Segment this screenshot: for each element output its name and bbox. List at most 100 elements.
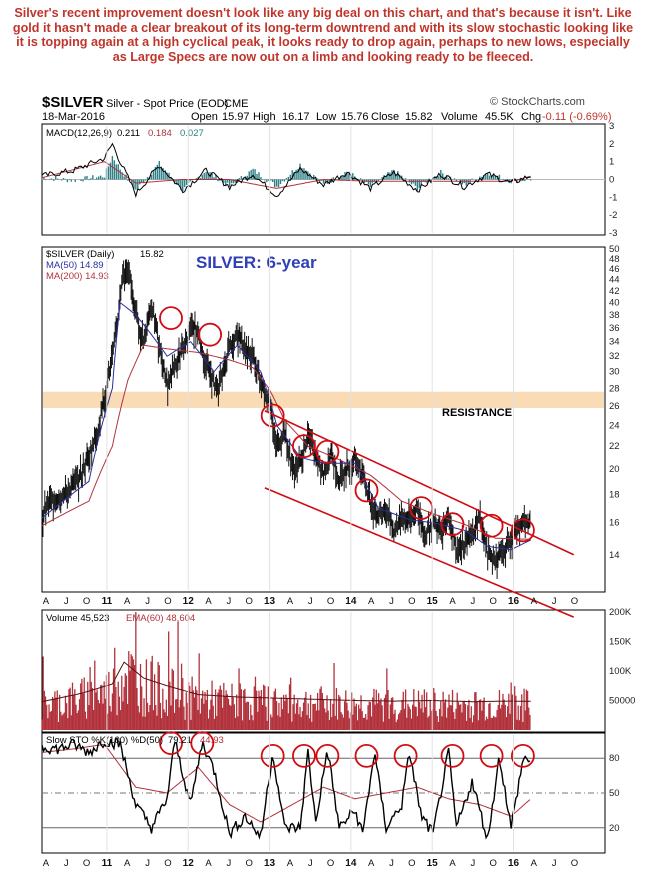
peak-circle <box>198 322 223 347</box>
volume-value: 45.5K <box>485 111 514 123</box>
ma50-line <box>41 301 531 551</box>
peak-circle <box>260 403 285 428</box>
price-tick-label: 46 <box>609 264 620 275</box>
stochastic-panel <box>41 732 606 854</box>
x-axis-label: O <box>489 858 496 869</box>
sto-tick-label: 20 <box>609 823 620 834</box>
ma50-legend: MA(50) 14.89 <box>46 260 104 271</box>
x-axis-label: O <box>164 596 171 607</box>
x-axis-label: 16 <box>508 858 520 869</box>
low-value: 15.76 <box>341 111 369 123</box>
sto-peak-circle <box>190 731 215 756</box>
price-legend-last: 15.82 <box>140 249 164 260</box>
macd-tick-label: 1 <box>609 157 614 168</box>
x-axis-label: O <box>408 596 415 607</box>
sto-k-line <box>41 737 531 840</box>
x-axis-label: O <box>164 858 171 869</box>
close-value: 15.82 <box>405 111 433 123</box>
volume-ema-line <box>41 661 531 703</box>
volume-tick-label: 200K <box>609 607 632 618</box>
macd-tick-label: -2 <box>609 210 617 221</box>
macd-tick-label: 2 <box>609 139 614 150</box>
x-axis-label: A <box>205 858 212 869</box>
x-axis-label: O <box>571 596 578 607</box>
sto-peak-circle <box>260 743 285 768</box>
x-axis-label: 11 <box>102 858 113 869</box>
price-tick-label: 26 <box>609 401 620 412</box>
macd-legend-value: 0.211 <box>117 128 140 139</box>
x-axis-label: O <box>83 596 90 607</box>
x-axis-label: A <box>124 596 131 607</box>
price-tick-label: 20 <box>609 464 620 475</box>
sto-peak-circle <box>159 731 183 756</box>
volume-panel <box>41 609 606 733</box>
x-axis-label: O <box>571 858 578 869</box>
price-tick-label: 24 <box>609 420 620 431</box>
price-tick-label: 48 <box>609 254 620 265</box>
sto-d-value: 44.93 <box>200 735 224 746</box>
x-axis-label: J <box>227 596 232 607</box>
peak-circle <box>440 512 465 537</box>
price-tick-label: 28 <box>609 383 620 394</box>
peak-circle <box>510 518 535 543</box>
chart-annotation: Silver's recent improvement doesn't look… <box>12 6 634 64</box>
x-axis-label: A <box>531 596 538 607</box>
x-axis-label: A <box>531 858 538 869</box>
symbol-description: Silver - Spot Price (EOD) <box>106 98 228 110</box>
volume-ema-legend: EMA(60) 48,604 <box>126 613 195 624</box>
sto-peak-circle <box>393 743 418 768</box>
price-tick-label: 38 <box>609 310 620 321</box>
volume-label: Volume <box>441 111 478 123</box>
x-axis-label: J <box>389 596 394 607</box>
ohlc-readout: Open 15.97 High 16.17 Low 15.76 Close 15… <box>191 111 612 123</box>
x-axis-label: 12 <box>183 596 195 607</box>
price-legend-symbol: $SILVER (Daily) <box>46 249 114 260</box>
x-axis-label: J <box>64 596 69 607</box>
x-axis-label: A <box>368 596 375 607</box>
x-axis-label: O <box>327 858 334 869</box>
sto-k-value: 79.21 <box>168 735 192 746</box>
sto-peak-circle <box>292 743 316 768</box>
open-value: 15.97 <box>222 111 250 123</box>
exchange-label: CME <box>224 98 248 110</box>
x-axis-label: O <box>408 858 415 869</box>
x-axis-label: A <box>368 858 375 869</box>
x-axis-label: O <box>489 596 496 607</box>
x-axis-label: O <box>83 858 90 869</box>
macd-legend-name: MACD(12,26,9) <box>46 128 112 139</box>
peak-circle <box>479 513 504 538</box>
price-tick-label: 32 <box>609 351 620 362</box>
x-axis-label: O <box>246 858 253 869</box>
high-label: High <box>253 111 276 123</box>
sto-peak-circle <box>440 743 465 768</box>
resistance-label: RESISTANCE <box>442 407 512 419</box>
x-axis-label: J <box>552 596 557 607</box>
x-axis-label: 13 <box>264 596 276 607</box>
stochastic-layer: 80 50 20 <box>41 731 620 840</box>
price-tick-label: 22 <box>609 441 620 452</box>
price-tick-label: 30 <box>609 367 620 378</box>
x-axis-label: J <box>308 596 313 607</box>
x-axis-label: J <box>470 596 475 607</box>
x-axis-label: A <box>205 596 212 607</box>
peak-circle <box>315 439 340 464</box>
macd-tick-label: -1 <box>609 192 617 203</box>
macd-tick-label: -3 <box>609 228 617 239</box>
chg-value: -0.11 (-0.69%) <box>542 111 612 123</box>
close-label: Close <box>371 111 399 123</box>
macd-signal-value: 0.184 <box>148 128 172 139</box>
x-axis-label: J <box>308 858 313 869</box>
open-label: Open <box>191 111 218 123</box>
x-axis-label: A <box>124 858 131 869</box>
chg-label: Chg <box>521 111 541 123</box>
volume-tick-label: 100K <box>609 666 632 677</box>
sto-d-line <box>41 743 531 823</box>
x-axis-label: 12 <box>183 858 195 869</box>
channel-lower-line <box>264 487 575 618</box>
x-axis-label: A <box>287 858 294 869</box>
x-axis-label: A <box>449 596 456 607</box>
x-axis-label: 15 <box>427 858 439 869</box>
x-axis-label: 15 <box>427 596 439 607</box>
peak-circle <box>159 306 183 331</box>
